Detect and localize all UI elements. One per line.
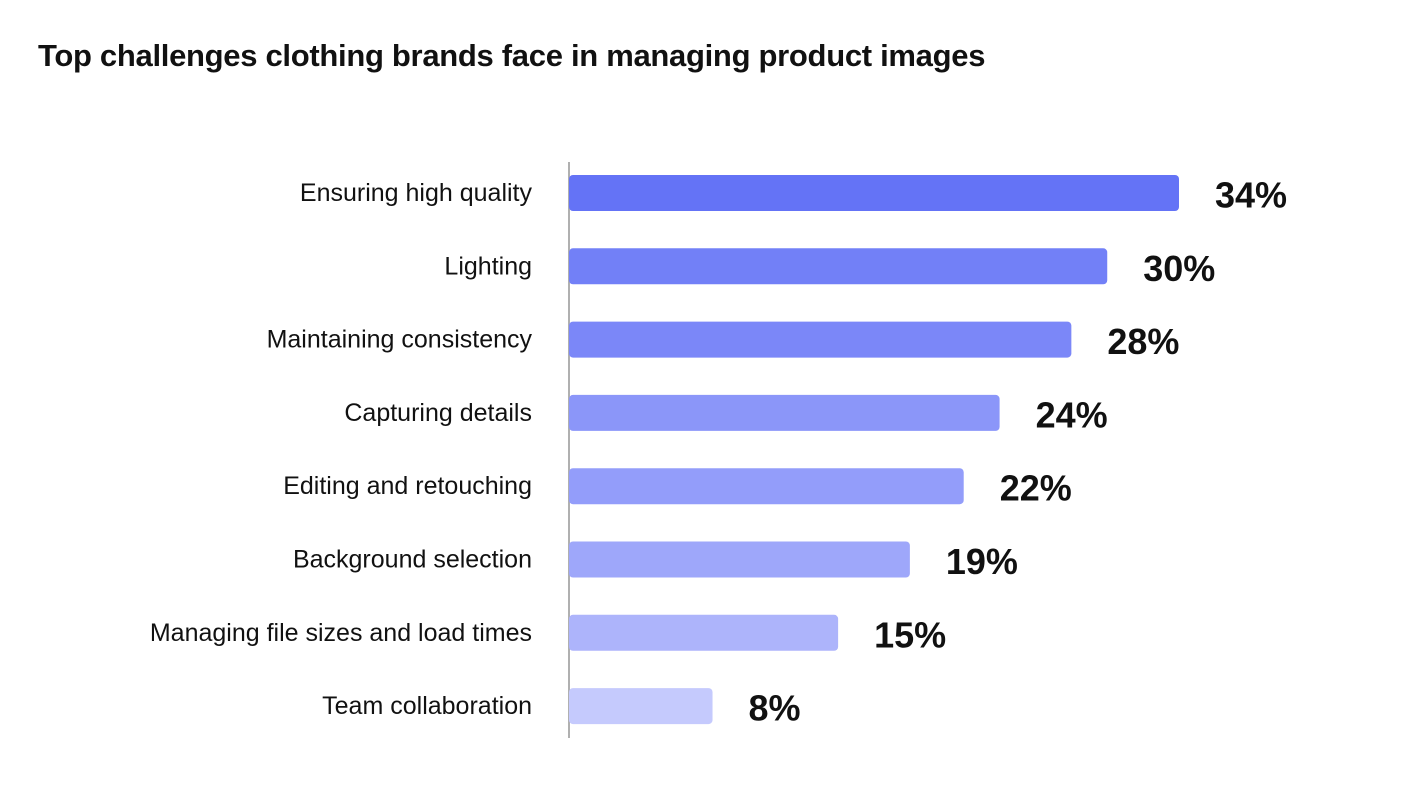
category-label: Capturing details [344, 399, 532, 427]
value-label: 24% [1036, 394, 1108, 435]
category-label: Editing and retouching [283, 472, 532, 500]
value-label: 8% [749, 688, 801, 729]
value-label: 28% [1107, 321, 1179, 362]
category-label: Maintaining consistency [267, 326, 533, 354]
value-label: 22% [1000, 468, 1072, 509]
value-label: 34% [1215, 175, 1287, 216]
bars: Ensuring high quality 34% Lighting 30% Maint… [150, 175, 1287, 729]
category-label: Managing file sizes and load times [150, 619, 532, 647]
bar [569, 321, 1072, 358]
bar [569, 541, 910, 578]
bar [569, 394, 1000, 431]
value-label: 15% [874, 614, 946, 655]
value-label: 19% [946, 541, 1018, 582]
category-label: Lighting [444, 252, 532, 280]
bar [569, 614, 839, 651]
category-label: Background selection [293, 546, 532, 574]
chart-title: Top challenges clothing brands face in m… [38, 38, 986, 73]
bar [569, 175, 1179, 211]
bar [569, 688, 713, 725]
category-label: Team collaboration [322, 692, 532, 720]
value-label: 30% [1143, 248, 1215, 289]
category-label: Ensuring high quality [300, 179, 533, 207]
bar [569, 468, 964, 505]
bar [569, 248, 1108, 285]
